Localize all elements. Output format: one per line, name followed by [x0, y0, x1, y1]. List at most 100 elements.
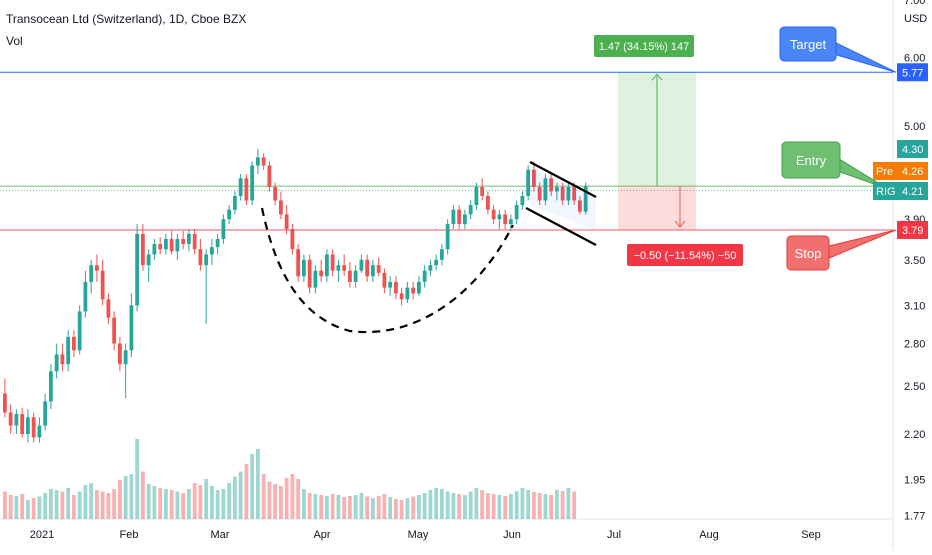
- volume-bar: [451, 493, 456, 519]
- volume-bar: [543, 494, 548, 519]
- candle-body: [514, 205, 519, 220]
- currency-label: USD: [904, 13, 927, 25]
- volume-bar: [112, 489, 117, 519]
- candle-body: [463, 214, 467, 225]
- pre-price-badge: [897, 162, 928, 180]
- volume-bar: [233, 476, 237, 519]
- candle-body: [204, 254, 209, 266]
- candle-body: [77, 311, 82, 351]
- candle-body: [566, 186, 571, 201]
- high-price-label: 4.30: [902, 144, 923, 156]
- candle-body: [273, 186, 278, 201]
- target-callout: Target: [779, 26, 897, 73]
- candle-body: [457, 209, 462, 225]
- candle-body: [106, 299, 111, 318]
- candle-body: [256, 157, 260, 166]
- candle-body: [250, 165, 255, 201]
- time-tick-label: Jul: [607, 529, 621, 541]
- candle-body: [221, 219, 226, 239]
- volume-bar: [296, 479, 301, 519]
- target-callout-label: Target: [790, 37, 827, 52]
- volume-bar: [31, 498, 36, 519]
- volume-bar: [445, 491, 450, 519]
- volume-bar: [175, 491, 180, 519]
- volume-bar: [428, 490, 433, 519]
- volume-bar: [54, 490, 59, 519]
- stop-callout-label: Stop: [795, 246, 822, 261]
- volume-bar: [77, 491, 82, 519]
- volume-bar: [422, 493, 427, 519]
- price-tick-label: 1.77: [904, 511, 925, 523]
- price-tick-label: 2.20: [904, 429, 925, 441]
- volume-bar: [440, 489, 444, 519]
- volume-bar: [497, 495, 502, 519]
- profit-arrow-head: [651, 73, 663, 81]
- candle-body: [8, 412, 13, 426]
- volume-bar: [135, 439, 140, 519]
- volume-bar: [319, 495, 324, 519]
- candle-body: [405, 287, 410, 300]
- volume-bar: [250, 454, 255, 519]
- time-tick-label: Sep: [801, 529, 821, 541]
- candle-body: [198, 249, 203, 266]
- candle-body: [290, 228, 295, 250]
- volume-bar: [394, 499, 398, 519]
- price-tick-label: 6.00: [904, 53, 925, 65]
- volume-bar: [273, 484, 278, 519]
- candle-body: [399, 293, 404, 300]
- volume-bar: [3, 491, 7, 519]
- target-callout-box: [779, 26, 837, 62]
- candle-body: [238, 178, 243, 196]
- candle-body: [89, 265, 94, 282]
- volume-bar: [411, 496, 416, 519]
- target-price-badge: [897, 63, 928, 82]
- candle-body: [95, 265, 99, 271]
- volume-bar: [169, 490, 174, 519]
- volume-bar: [14, 496, 19, 519]
- candle-body: [497, 214, 502, 220]
- candle-body: [152, 244, 157, 255]
- volume-bar: [330, 494, 335, 519]
- candle-body: [49, 371, 53, 402]
- volume-bar: [290, 474, 295, 519]
- volume-bar: [572, 491, 577, 519]
- candle-body: [302, 259, 306, 277]
- price-tick-label: 2.80: [904, 339, 925, 351]
- chart-title: Transocean Ltd (Switzerland), 1D, Cboe B…: [6, 12, 247, 26]
- candle-body: [307, 259, 312, 288]
- volume-bar: [474, 488, 479, 519]
- volume-bar: [417, 495, 421, 519]
- volume-bar: [60, 491, 65, 519]
- candle-body: [486, 195, 490, 210]
- volume-bar: [560, 491, 565, 519]
- volume-bar: [141, 471, 145, 519]
- candle-body: [279, 200, 283, 215]
- candle-body: [440, 249, 444, 260]
- loss-arrow-head: [674, 220, 686, 228]
- candle-body: [72, 336, 76, 351]
- candle-body: [83, 281, 88, 312]
- candle-body: [359, 259, 364, 271]
- volume-indicator-label[interactable]: Vol: [6, 34, 23, 48]
- candle-body: [169, 238, 174, 252]
- profit-label: 1.47 (34.15%) 147: [599, 41, 690, 53]
- volume-bar: [72, 495, 76, 519]
- candle-body: [267, 165, 272, 187]
- time-tick-label: Mar: [211, 529, 230, 541]
- volume-bar: [244, 464, 249, 519]
- candle-body: [20, 414, 25, 434]
- volume-bar: [187, 489, 191, 519]
- candle-body: [296, 249, 301, 277]
- high-price-badge: [897, 140, 928, 158]
- volume-bar: [514, 491, 519, 519]
- volume-bar: [95, 490, 99, 519]
- time-tick-label: Aug: [699, 529, 719, 541]
- candle-body: [325, 254, 329, 277]
- candle-body: [583, 186, 588, 212]
- candle-body: [555, 186, 559, 192]
- pre-tag-label: Pre: [876, 166, 893, 178]
- candle-body: [342, 265, 347, 271]
- candle-body: [353, 270, 358, 282]
